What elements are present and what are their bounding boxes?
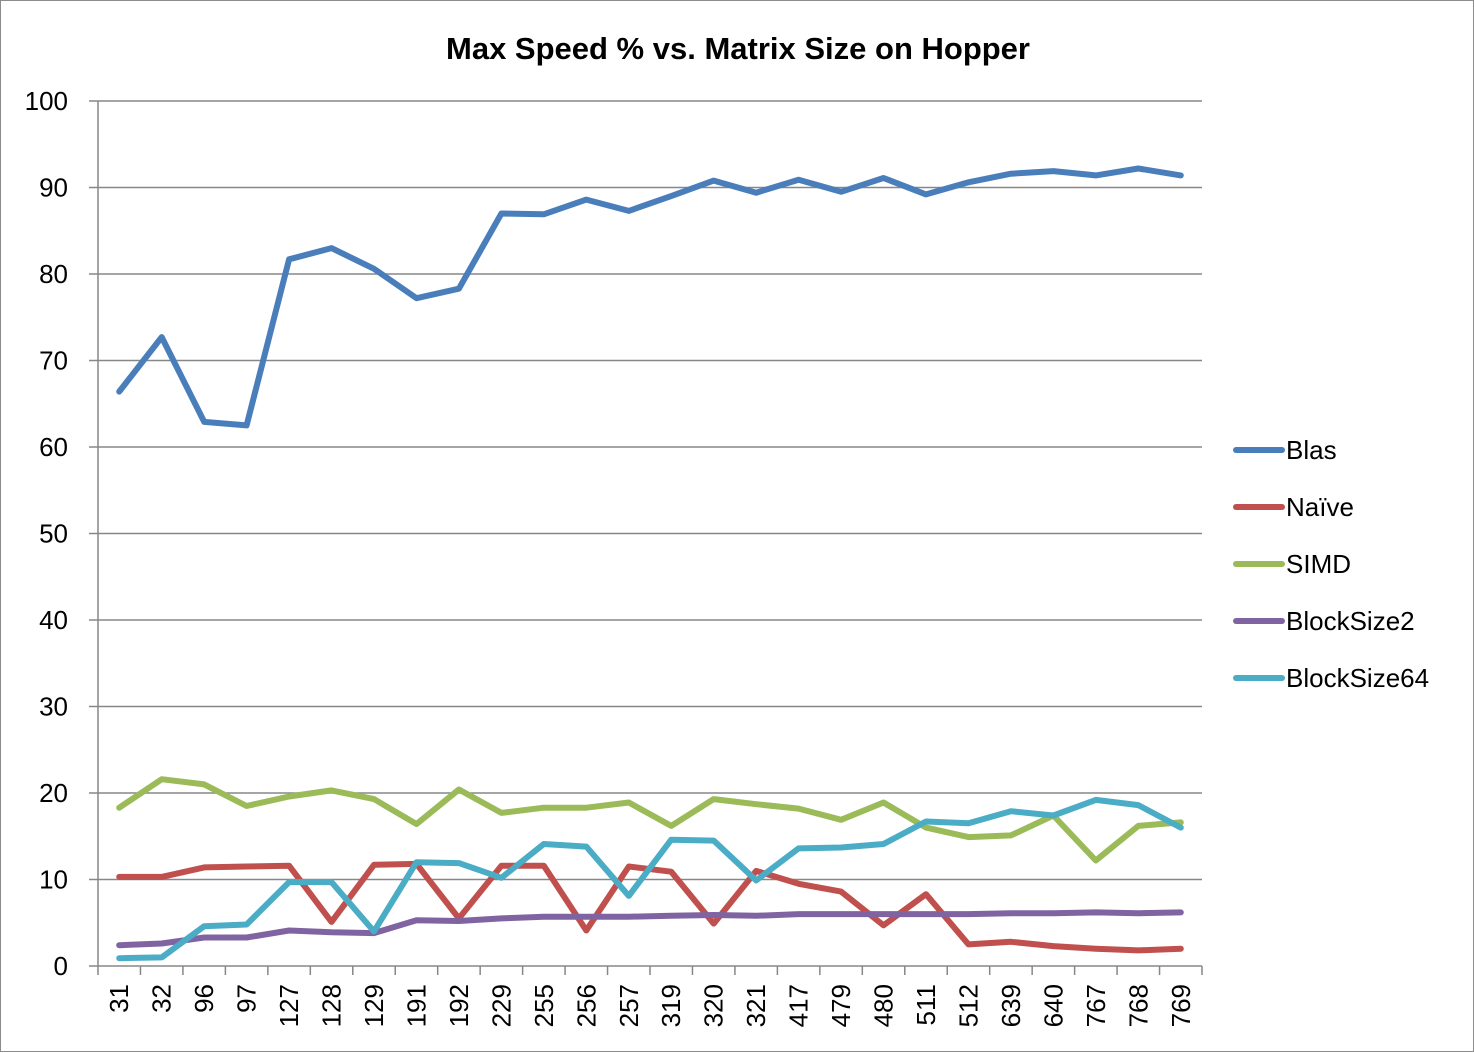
y-tick-label: 40 xyxy=(39,605,68,635)
x-tick-label: 257 xyxy=(614,984,644,1027)
x-tick-label: 640 xyxy=(1038,984,1068,1027)
x-tick-label: 320 xyxy=(699,984,729,1027)
x-tick-label: 639 xyxy=(996,984,1026,1027)
legend-label: Naïve xyxy=(1286,492,1354,522)
y-tick-label: 90 xyxy=(39,173,68,203)
x-tick-labels: 31 32 96 97 127 128 129 191 192 229 255 256 257 319 32… xyxy=(104,984,1196,1027)
x-tick-label: 127 xyxy=(274,984,304,1027)
x-tick-label: 191 xyxy=(401,984,431,1027)
x-tick-label: 511 xyxy=(911,984,941,1025)
y-tick-labels: 0 10 20 30 40 50 60 70 80 90 100 xyxy=(25,86,68,981)
x-tick-label: 768 xyxy=(1123,984,1153,1027)
series-line-simd xyxy=(116,776,1184,864)
axes xyxy=(89,100,1203,975)
series-line-blas xyxy=(116,165,1184,429)
x-tick-label: 767 xyxy=(1081,984,1111,1027)
x-tick-label: 512 xyxy=(953,984,983,1027)
x-tick-label: 192 xyxy=(444,984,474,1027)
legend-label: BlockSize2 xyxy=(1286,606,1415,636)
x-tick-label: 480 xyxy=(869,984,899,1027)
x-tick-label: 128 xyxy=(317,984,347,1027)
x-tick-label: 32 xyxy=(147,984,177,1013)
y-tick-label: 70 xyxy=(39,346,68,376)
x-tick-label: 321 xyxy=(741,984,771,1027)
legend-label: BlockSize64 xyxy=(1286,663,1429,693)
x-tick-label: 479 xyxy=(826,984,856,1027)
x-tick-label: 319 xyxy=(656,984,686,1027)
series-lines xyxy=(116,165,1184,962)
series-line-blocksize64 xyxy=(116,796,1184,962)
series-line-blocksize2 xyxy=(116,909,1184,949)
x-tick-label: 97 xyxy=(232,984,262,1013)
y-tick-label: 80 xyxy=(39,259,68,289)
x-tick-label: 255 xyxy=(529,984,559,1027)
legend: Blas Naïve SIMD BlockSize2 BlockSize64 xyxy=(1233,435,1429,693)
x-tick-label: 31 xyxy=(104,984,134,1013)
legend-label: SIMD xyxy=(1286,549,1351,579)
y-tick-label: 30 xyxy=(39,692,68,722)
gridlines xyxy=(98,100,1202,881)
y-tick-label: 20 xyxy=(39,778,68,808)
x-tick-label: 417 xyxy=(784,984,814,1027)
x-tick-label: 256 xyxy=(571,984,601,1027)
y-tick-label: 10 xyxy=(39,865,68,895)
y-tick-label: 60 xyxy=(39,432,68,462)
x-tick-label: 769 xyxy=(1166,984,1196,1027)
series-line-naïve xyxy=(116,860,1184,954)
legend-label: Blas xyxy=(1286,435,1337,465)
x-tick-label: 229 xyxy=(486,984,516,1027)
x-tick-label: 96 xyxy=(189,984,219,1013)
y-tick-label: 0 xyxy=(54,951,68,981)
y-tick-label: 100 xyxy=(25,86,68,116)
x-tick-label: 129 xyxy=(359,984,389,1027)
y-tick-label: 50 xyxy=(39,519,68,549)
chart-title: Max Speed % vs. Matrix Size on Hopper xyxy=(446,31,1030,66)
